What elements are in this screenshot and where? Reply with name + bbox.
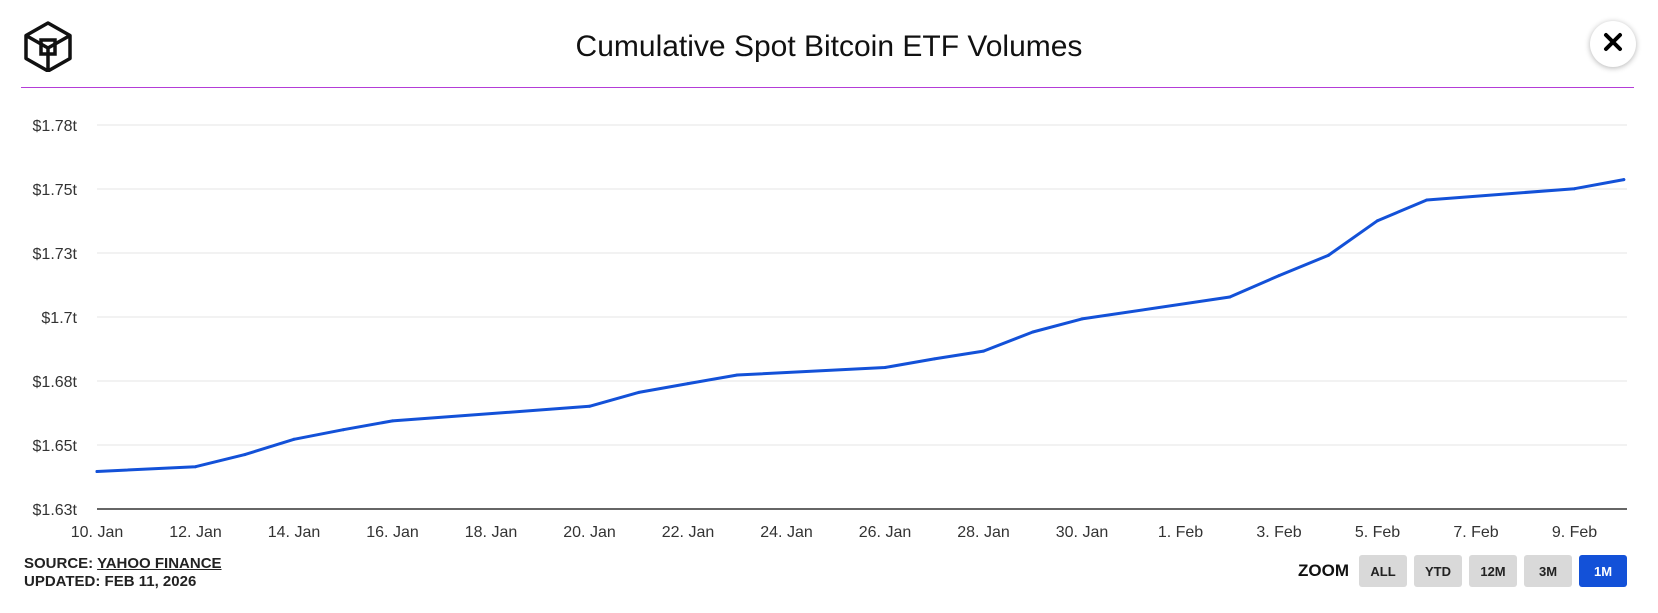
x-tick-label: 24. Jan — [760, 524, 812, 541]
y-tick-label: $1.68t — [33, 374, 78, 391]
x-tick-label: 12. Jan — [169, 524, 221, 541]
data-point — [341, 428, 345, 432]
y-tick-label: $1.78t — [33, 118, 78, 135]
source-note: SOURCE: YAHOO FINANCE UPDATED: FEB 11, 2… — [24, 555, 222, 591]
y-tick-label: $1.73t — [33, 246, 78, 263]
cube-logo-icon — [22, 20, 74, 73]
data-point — [1622, 178, 1626, 182]
data-point — [194, 465, 197, 469]
x-tick-label: 16. Jan — [366, 524, 418, 541]
x-tick-label: 3. Feb — [1256, 524, 1301, 541]
source-link[interactable]: YAHOO FINANCE — [97, 555, 222, 572]
x-tick-label: 7. Feb — [1453, 524, 1498, 541]
title-divider — [21, 87, 1634, 88]
x-tick-label: 18. Jan — [465, 524, 517, 541]
y-tick-label: $1.63t — [33, 502, 78, 519]
zoom-12m-button[interactable]: 12M — [1469, 555, 1517, 587]
zoom-all-button[interactable]: ALL — [1359, 555, 1407, 587]
zoom-ytd-button[interactable]: YTD — [1414, 555, 1462, 587]
x-tick-label: 26. Jan — [859, 524, 911, 541]
x-tick-label: 14. Jan — [268, 524, 320, 541]
zoom-controls: ZOOM ALL YTD 12M 3M 1M — [1298, 555, 1634, 587]
updated-date: UPDATED: FEB 11, 2026 — [24, 573, 197, 590]
y-tick-label: $1.7t — [41, 310, 77, 327]
data-point — [932, 357, 936, 361]
data-point — [1376, 219, 1379, 223]
source-label: SOURCE: — [24, 555, 94, 572]
series-line — [95, 178, 1626, 473]
data-point — [1228, 295, 1232, 299]
x-tick-label: 10. Jan — [71, 524, 123, 541]
data-point — [1573, 187, 1576, 191]
zoom-label: ZOOM — [1298, 561, 1349, 580]
x-tick-label: 5. Feb — [1355, 524, 1400, 541]
data-point — [982, 349, 985, 353]
data-point — [637, 390, 641, 394]
data-point — [1080, 317, 1084, 321]
data-point — [391, 419, 394, 423]
data-point — [1425, 198, 1429, 202]
y-tick-label: $1.75t — [33, 182, 78, 199]
x-tick-label: 30. Jan — [1056, 524, 1108, 541]
x-tick-label: 9. Feb — [1552, 524, 1597, 541]
data-point — [686, 382, 690, 386]
data-point — [1326, 253, 1330, 257]
data-point — [1277, 274, 1281, 278]
close-icon — [1603, 32, 1623, 57]
data-point — [1031, 330, 1035, 334]
line-chart: $1.63t $1.65t $1.68t $1.7t $1.73t $1.75t $1.78… — [33, 118, 1627, 541]
data-point — [883, 366, 887, 369]
zoom-3m-button[interactable]: 3M — [1524, 555, 1572, 587]
data-point — [735, 373, 739, 377]
data-point — [95, 470, 99, 473]
x-tick-label: 20. Jan — [563, 524, 615, 541]
x-tick-label: 1. Feb — [1158, 524, 1203, 541]
data-point — [243, 453, 247, 457]
x-tick-label: 28. Jan — [957, 524, 1009, 541]
close-button[interactable] — [1590, 21, 1636, 67]
x-tick-label: 22. Jan — [662, 524, 714, 541]
zoom-1m-button[interactable]: 1M — [1579, 555, 1627, 587]
data-point — [588, 404, 591, 408]
data-point — [292, 437, 296, 441]
page-title: Cumulative Spot Bitcoin ETF Volumes — [575, 30, 1083, 63]
y-tick-label: $1.65t — [33, 438, 78, 455]
